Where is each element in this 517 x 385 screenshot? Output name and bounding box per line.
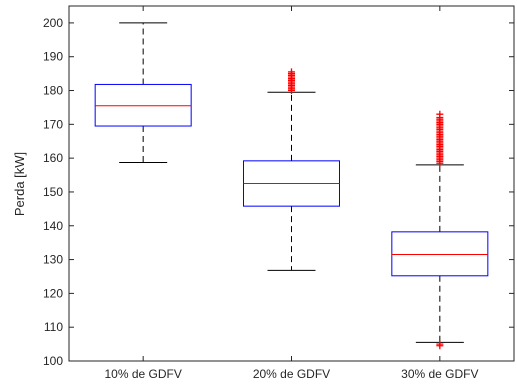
y-tick-label: 130 xyxy=(43,253,63,267)
y-tick-label: 190 xyxy=(43,50,63,64)
y-tick-label: 180 xyxy=(43,84,63,98)
y-tick-label: 150 xyxy=(43,185,63,199)
y-tick-label: 140 xyxy=(43,219,63,233)
y-tick-label: 100 xyxy=(43,354,63,368)
x-tick-label: 20% de GDFV xyxy=(253,367,330,381)
x-tick-label: 10% de GDFV xyxy=(104,367,181,381)
y-tick-label: 160 xyxy=(43,151,63,165)
x-tick-label: 30% de GDFV xyxy=(401,367,478,381)
y-tick-label: 110 xyxy=(44,320,63,334)
y-tick-label: 120 xyxy=(43,286,63,300)
y-axis-title: Perda [kW] xyxy=(12,152,27,216)
y-tick-label: 170 xyxy=(43,117,63,131)
y-tick-label: 200 xyxy=(43,16,63,30)
